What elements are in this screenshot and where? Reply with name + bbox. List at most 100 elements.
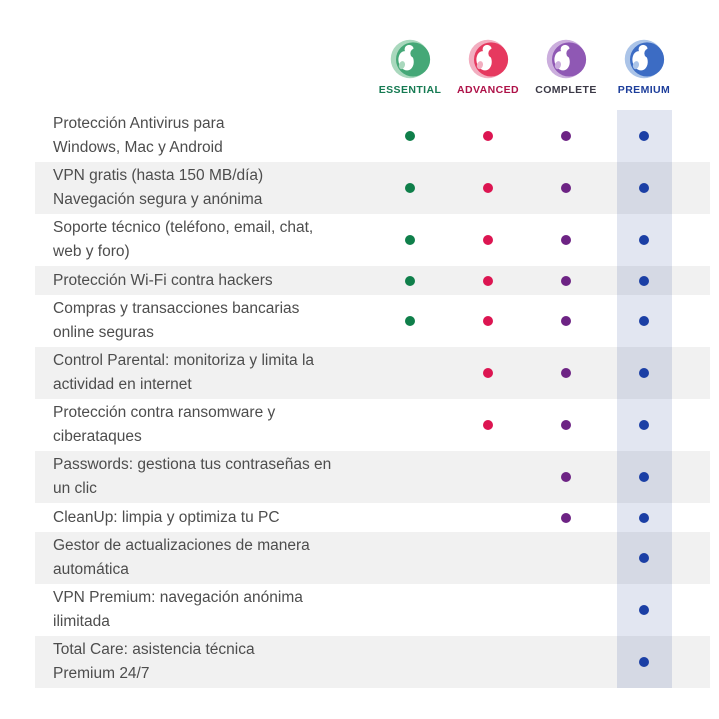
- product-column-complete: COMPLETE: [527, 38, 605, 96]
- premium-logo-icon: [624, 39, 665, 79]
- essential-dot: [405, 183, 415, 193]
- premium-cell: [605, 399, 683, 451]
- table-row: Compras y transacciones bancarias online…: [35, 295, 710, 347]
- product-column-advanced: ADVANCED: [449, 38, 527, 96]
- essential-cell: [371, 503, 449, 532]
- table-header: ESSENTIAL ADVANCED: [35, 38, 710, 96]
- premium-cell: [605, 214, 683, 266]
- essential-dot: [405, 131, 415, 141]
- advanced-cell: [449, 532, 527, 584]
- premium-dot: [639, 605, 649, 615]
- advanced-dot: [483, 420, 493, 430]
- advanced-cell: [449, 110, 527, 162]
- complete-dot: [561, 131, 571, 141]
- complete-cell: [527, 266, 605, 295]
- complete-cell: [527, 636, 605, 688]
- essential-cell: [371, 295, 449, 347]
- advanced-cell: [449, 636, 527, 688]
- premium-cell: [605, 347, 683, 399]
- table-row: Protección Wi-Fi contra hackers: [35, 266, 710, 295]
- complete-cell: [527, 451, 605, 503]
- complete-dot: [561, 316, 571, 326]
- premium-cell: [605, 636, 683, 688]
- advanced-dot: [483, 131, 493, 141]
- table-row: CleanUp: limpia y optimiza tu PC: [35, 503, 710, 532]
- feature-label: Protección Wi-Fi contra hackers: [53, 271, 273, 289]
- advanced-cell: [449, 584, 527, 636]
- premium-dot: [639, 368, 649, 378]
- advanced-dot: [483, 183, 493, 193]
- premium-dot: [639, 472, 649, 482]
- feature-label: Gestor de actualizaciones de manera auto…: [53, 537, 310, 578]
- product-label-essential: ESSENTIAL: [378, 84, 442, 96]
- essential-cell: [371, 347, 449, 399]
- premium-cell: [605, 584, 683, 636]
- advanced-cell: [449, 162, 527, 214]
- header-spacer: [35, 38, 371, 96]
- premium-dot: [639, 553, 649, 563]
- product-column-essential: ESSENTIAL: [371, 38, 449, 96]
- essential-cell: [371, 451, 449, 503]
- feature-label: Protección contra ransomware y ciberataq…: [53, 404, 276, 445]
- premium-dot: [639, 275, 649, 286]
- essential-logo-icon: [390, 39, 431, 79]
- feature-label: VPN gratis (hasta 150 MB/día) Navegación…: [53, 167, 264, 208]
- complete-cell: [527, 295, 605, 347]
- table-row: Gestor de actualizaciones de manera auto…: [35, 532, 710, 584]
- premium-cell: [605, 110, 683, 162]
- advanced-dot: [483, 275, 493, 286]
- table-row: Protección Antivirus para Windows, Mac y…: [35, 110, 710, 162]
- table-row: Protección contra ransomware y ciberataq…: [35, 399, 710, 451]
- advanced-cell: [449, 347, 527, 399]
- complete-dot: [561, 420, 571, 430]
- essential-cell: [371, 399, 449, 451]
- table-row: Control Parental: monitoriza y limita la…: [35, 347, 710, 399]
- advanced-cell: [449, 503, 527, 532]
- complete-dot: [561, 235, 571, 245]
- feature-label: Compras y transacciones bancarias online…: [53, 300, 300, 341]
- table-row: VPN Premium: navegación anónima ilimitad…: [35, 584, 710, 636]
- essential-cell: [371, 584, 449, 636]
- complete-cell: [527, 110, 605, 162]
- table-row: Soporte técnico (teléfono, email, chat, …: [35, 214, 710, 266]
- premium-dot: [639, 420, 649, 430]
- complete-dot: [561, 275, 571, 286]
- essential-cell: [371, 636, 449, 688]
- complete-cell: [527, 532, 605, 584]
- product-column-premium: PREMIUM: [605, 38, 683, 96]
- advanced-cell: [449, 214, 527, 266]
- feature-label: Passwords: gestiona tus contraseñas en u…: [53, 456, 332, 497]
- premium-cell: [605, 266, 683, 295]
- complete-cell: [527, 162, 605, 214]
- comparison-table: ESSENTIAL ADVANCED: [35, 38, 710, 688]
- complete-dot: [561, 472, 571, 482]
- complete-cell: [527, 503, 605, 532]
- feature-label: Control Parental: monitoriza y limita la…: [53, 352, 315, 393]
- essential-cell: [371, 110, 449, 162]
- premium-cell: [605, 532, 683, 584]
- complete-cell: [527, 584, 605, 636]
- feature-label: CleanUp: limpia y optimiza tu PC: [53, 508, 280, 526]
- advanced-cell: [449, 451, 527, 503]
- premium-dot: [639, 512, 649, 523]
- premium-dot: [639, 235, 649, 245]
- table-row: Total Care: asistencia técnica Premium 2…: [35, 636, 710, 688]
- complete-cell: [527, 399, 605, 451]
- essential-dot: [405, 235, 415, 245]
- premium-dot: [639, 316, 649, 326]
- table-row: Passwords: gestiona tus contraseñas en u…: [35, 451, 710, 503]
- feature-label: VPN Premium: navegación anónima ilimitad…: [53, 589, 303, 630]
- feature-label: Soporte técnico (teléfono, email, chat, …: [53, 219, 314, 260]
- essential-dot: [405, 275, 415, 286]
- complete-dot: [561, 183, 571, 193]
- table-row: VPN gratis (hasta 150 MB/día) Navegación…: [35, 162, 710, 214]
- advanced-logo-icon: [468, 39, 509, 79]
- advanced-dot: [483, 235, 493, 245]
- advanced-cell: [449, 266, 527, 295]
- premium-cell: [605, 451, 683, 503]
- complete-logo-icon: [546, 39, 587, 79]
- feature-rows: Protección Antivirus para Windows, Mac y…: [35, 110, 710, 688]
- complete-dot: [561, 368, 571, 378]
- essential-cell: [371, 266, 449, 295]
- advanced-cell: [449, 399, 527, 451]
